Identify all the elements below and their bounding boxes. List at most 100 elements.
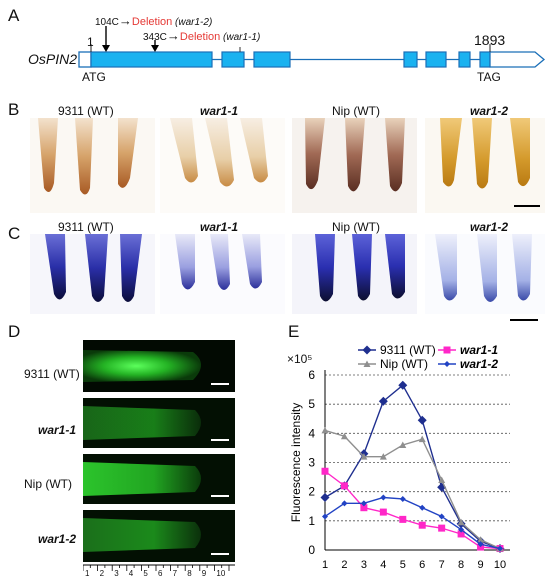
panel-b-label-3: Nip (WT) [332,104,380,118]
utr-5-box [78,51,92,68]
data-point [458,526,465,533]
data-point [360,453,368,460]
mutation-1-pos: 104C [95,17,119,28]
y-axis-label: Fluorescence intensity [289,403,303,522]
exon-4 [403,51,418,68]
legend-label: war1-1 [460,343,498,357]
data-point [360,500,367,507]
gus-stain-root-image [30,118,545,213]
data-point [379,453,387,460]
panel-d-label-4: war1-2 [38,532,77,546]
data-point [363,360,371,367]
ruler-tick-label: 9 [201,569,207,578]
x-tick-label: 5 [400,559,406,571]
ruler-tick-label: 1 [85,569,90,578]
panel-d-label-2: war1-1 [38,423,77,437]
series-line [324,429,501,550]
mutation-2-allele: (war1-1) [223,32,261,43]
legend-label: Nip (WT) [380,357,428,371]
data-point [418,435,426,443]
ruler-tick-label: 2 [99,569,105,578]
mutation-2-pos: 343C [143,32,167,43]
data-point [341,500,348,507]
data-point [497,545,503,552]
mutation-arrowhead-2 [151,45,159,52]
panel-d-label-1: 9311 (WT) [24,367,80,381]
gfp-fluorescence-root-images [83,340,235,562]
data-point [444,361,450,367]
ruler-tick-label: 4 [128,569,134,578]
y-tick-label: 5 [308,397,315,411]
ruler-tick-label: 3 [114,569,119,578]
series-line [324,384,501,550]
x-tick-label: 7 [439,559,445,571]
y-tick-label: 2 [308,485,315,499]
exon-6 [458,51,471,68]
pos-start-label: 1 [87,35,94,49]
x-tick-label: 1 [322,559,328,571]
stop-codon-label: TAG [477,70,501,84]
y-tick-label: 3 [308,456,315,470]
mutation-arrowhead-1 [102,45,110,52]
data-point [380,494,387,501]
x-tick-label: 9 [477,559,483,571]
data-point [399,495,406,502]
exon-2 [221,51,245,68]
position-ruler [83,564,235,571]
data-point [398,380,408,390]
data-point [438,513,445,520]
start-codon-label: ATG [82,70,106,84]
data-point [320,493,330,502]
data-point [438,476,446,483]
x-tick-label: 3 [361,559,367,571]
exon-5 [425,51,447,68]
legend-label: war1-2 [460,357,498,371]
gene-structure-diagram [78,26,546,68]
data-point [443,346,451,354]
data-point [378,396,388,406]
ruler-tick-label: 5 [143,569,148,578]
ruler-tick-label: 7 [172,569,178,578]
panel-b-label-1: 9311 (WT) [58,104,114,118]
x-tick-label: 6 [419,559,425,571]
panel-d-label-3: Nip (WT) [24,477,72,491]
data-point [379,508,387,516]
series-line [324,496,501,550]
exon-7 [479,51,491,68]
data-point [362,345,372,355]
mutation-1-arrow: → [118,13,132,28]
data-point [438,524,446,532]
x-tick-label: 10 [494,559,506,571]
mutation-2-effect: Deletion [179,31,221,43]
panel-c-letter: C [8,224,21,243]
mutation-2-arrow: → [166,28,180,43]
ruler-tick-label: 6 [158,569,163,578]
data-point [340,432,348,440]
panel-c-label-4: war1-2 [470,220,509,234]
panel-b-label-4: war1-2 [470,104,509,118]
data-point [419,504,426,511]
mutation-1-label: 104C→Deletion (war1-2) [95,13,212,28]
utr-3-arrow [489,51,546,68]
panel-c-label-1: 9311 (WT) [58,220,114,234]
panel-d-letter: D [8,322,21,341]
data-point [340,482,348,490]
panel-b-scale-bar [514,205,540,207]
gene-name-label: OsPIN2 [28,51,78,67]
data-point [399,441,407,448]
x-tick-label: 2 [341,559,347,571]
series-line [324,470,501,550]
data-point [360,504,368,512]
mutation-1-allele: (war1-2) [175,17,213,28]
panel-c-label-3: Nip (WT) [332,220,380,234]
panel-e-letter: E [288,322,300,341]
nbt-stain-root-image [30,234,545,314]
y-tick-label: 6 [308,368,315,382]
panel-c-label-2: war1-1 [200,220,239,234]
exon-1 [90,51,213,68]
data-point [321,467,329,475]
data-point [418,521,426,529]
data-point [417,415,427,425]
y-tick-label: 0 [308,543,315,557]
